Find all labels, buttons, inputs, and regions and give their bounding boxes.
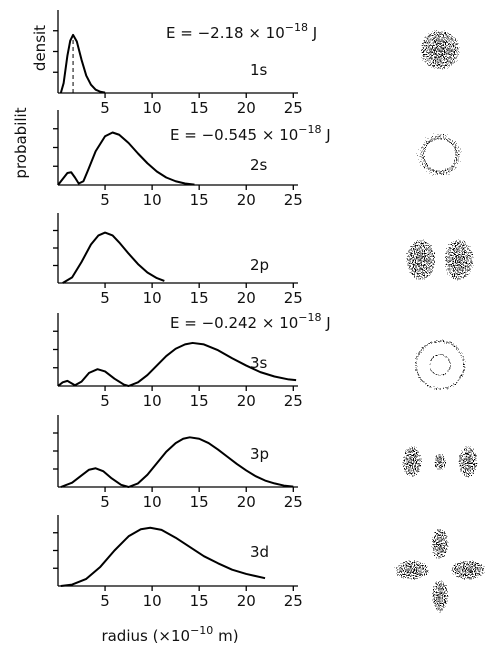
x-tick-label: 10 bbox=[143, 99, 162, 117]
x-tick-label: 5 bbox=[100, 392, 110, 410]
y-axis-label: densit bbox=[31, 25, 49, 71]
energy-label: E = −0.545 × 10−18 J bbox=[170, 123, 331, 144]
x-tick-label: 15 bbox=[190, 99, 209, 117]
energy-unit: J bbox=[322, 126, 331, 144]
x-tick-label: 10 bbox=[143, 191, 162, 209]
x-tick-label: 15 bbox=[190, 493, 209, 511]
x-tick-label: 5 bbox=[100, 592, 110, 610]
x-axis-label: radius (×10−10 m) bbox=[101, 624, 238, 645]
x-tick-label: 20 bbox=[237, 592, 256, 610]
x-tick-label: 20 bbox=[237, 289, 256, 307]
x-tick-label: 20 bbox=[237, 392, 256, 410]
x-axis-label-text: radius (×10 bbox=[101, 627, 190, 645]
density-curve bbox=[60, 526, 266, 587]
orbital-3s bbox=[406, 331, 474, 399]
x-tick-label: 25 bbox=[284, 592, 303, 610]
density-curve bbox=[62, 231, 165, 284]
x-tick-label: 20 bbox=[237, 493, 256, 511]
energy-unit: J bbox=[322, 314, 331, 332]
subplot: 5 10 15 20 25 3p bbox=[53, 415, 303, 511]
x-tick-label: 10 bbox=[143, 392, 162, 410]
x-axis-label-unit: m) bbox=[213, 627, 238, 645]
x-tick-label: 25 bbox=[284, 493, 303, 511]
energy-text: E = −0.242 × 10 bbox=[170, 314, 298, 332]
subplot: 5 10 15 20 25 2s E = −0.545 × 10−18 J bbox=[53, 110, 331, 209]
subplot: 5 10 15 20 25 3s E = −0.242 × 10−18 J bbox=[53, 311, 331, 410]
orbital-label: 3d bbox=[250, 543, 269, 561]
energy-exponent: −18 bbox=[298, 123, 321, 136]
x-tick-label: 20 bbox=[237, 191, 256, 209]
orbital-label: 3p bbox=[250, 445, 269, 463]
x-tick-label: 25 bbox=[284, 289, 303, 307]
x-tick-label: 5 bbox=[100, 191, 110, 209]
energy-text: E = −0.545 × 10 bbox=[170, 126, 298, 144]
x-tick-label: 10 bbox=[143, 493, 162, 511]
energy-label: E = −2.18 × 10−18 J bbox=[166, 21, 317, 42]
x-tick-label: 15 bbox=[190, 289, 209, 307]
orbital-images bbox=[384, 17, 491, 622]
orbital-label: 1s bbox=[250, 61, 268, 79]
density-curve bbox=[57, 341, 297, 387]
orbital-1s bbox=[407, 17, 473, 83]
energy-text: E = −2.18 × 10 bbox=[166, 24, 285, 42]
x-tick-label: 5 bbox=[100, 289, 110, 307]
orbital-3d bbox=[384, 518, 491, 622]
subplot: 5 10 15 20 25 3d bbox=[53, 515, 303, 610]
orbital-label: 3s bbox=[250, 354, 268, 372]
orbital-3p bbox=[396, 436, 484, 488]
x-tick-label: 25 bbox=[284, 99, 303, 117]
x-tick-label: 25 bbox=[284, 191, 303, 209]
density-curve bbox=[60, 436, 294, 488]
subplot: 5 10 15 20 25 2p bbox=[53, 213, 303, 307]
orbital-2s bbox=[404, 119, 476, 191]
orbital-label: 2p bbox=[250, 256, 269, 274]
x-axis-label-exponent: −10 bbox=[190, 624, 213, 637]
x-tick-label: 5 bbox=[100, 493, 110, 511]
energy-exponent: −18 bbox=[285, 21, 308, 34]
orbital-label: 2s bbox=[250, 156, 268, 174]
y-axis-label: probabilit bbox=[12, 107, 30, 178]
x-tick-label: 10 bbox=[143, 289, 162, 307]
x-tick-label: 15 bbox=[190, 592, 209, 610]
energy-exponent: −18 bbox=[298, 311, 321, 324]
x-tick-label: 20 bbox=[237, 99, 256, 117]
x-tick-label: 25 bbox=[284, 392, 303, 410]
energy-unit: J bbox=[308, 24, 317, 42]
orbital-2p bbox=[397, 226, 483, 294]
energy-label: E = −0.242 × 10−18 J bbox=[170, 311, 331, 332]
density-curve bbox=[57, 131, 195, 186]
subplot: 5 10 15 20 25 1s E = −2.18 × 10−18 J bbox=[53, 10, 317, 117]
x-tick-label: 5 bbox=[100, 99, 110, 117]
x-tick-label: 15 bbox=[190, 392, 209, 410]
x-tick-label: 15 bbox=[190, 191, 209, 209]
density-curve bbox=[59, 33, 106, 94]
x-tick-label: 10 bbox=[143, 592, 162, 610]
